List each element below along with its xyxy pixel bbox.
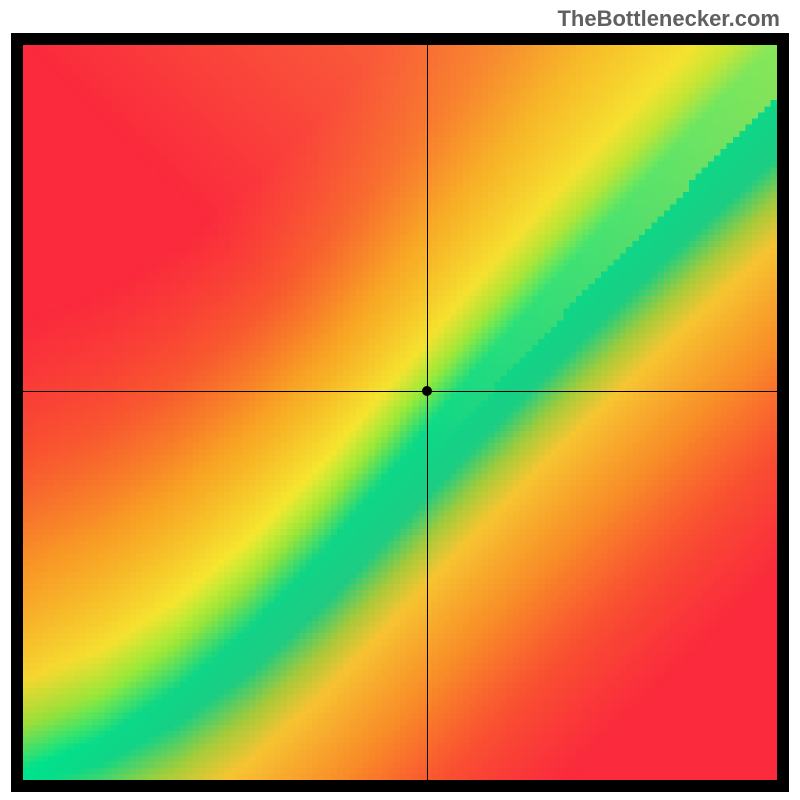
watermark-text: TheBottlenecker.com [557,6,780,32]
crosshair-vertical [427,45,428,780]
heatmap-canvas [23,45,777,780]
crosshair-horizontal [23,391,777,392]
chart-container: TheBottlenecker.com [0,0,800,800]
